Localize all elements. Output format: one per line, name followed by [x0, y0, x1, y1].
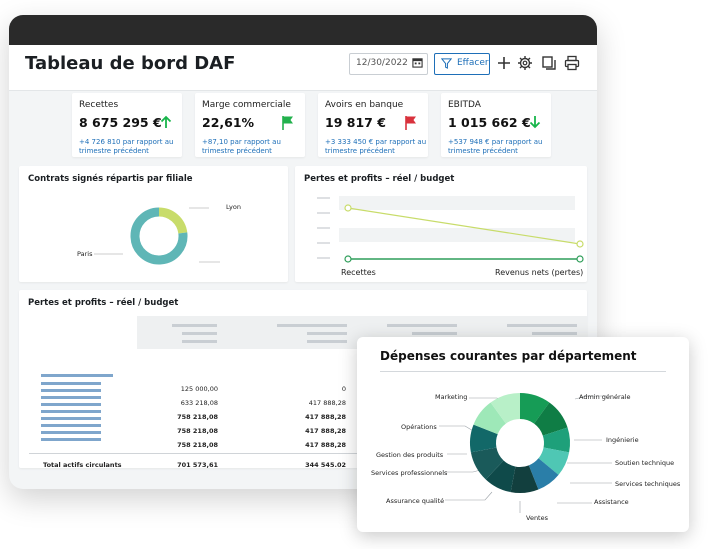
flag-icon [282, 116, 293, 130]
add-icon[interactable] [496, 55, 512, 71]
table-cell: 417 888,28 [308, 399, 346, 407]
kpi-delta: +537 948 € par rapport au trimestre préc… [448, 138, 543, 155]
dept-label-ventes: Ventes [526, 514, 548, 522]
data-point[interactable] [344, 255, 352, 263]
table-cell: 758 218,08 [177, 413, 218, 421]
kpi-card-recettes[interactable]: Recettes 8 675 295 € +4 726 810 par rapp… [72, 93, 182, 157]
date-field[interactable]: 12/30/2022 [349, 53, 428, 75]
data-point[interactable] [576, 255, 584, 263]
table-cell: 633 218,08 [180, 399, 218, 407]
flag-icon [405, 116, 416, 130]
dept-label-services-pro: Services professionnels [371, 469, 448, 477]
title-divider [380, 371, 666, 372]
kpi-value: 8 675 295 € [79, 115, 162, 130]
total-budget: 344 545.02 [305, 461, 346, 469]
total-actual: 701 573,61 [177, 461, 218, 469]
kpi-label: Avoirs en banque [325, 100, 404, 110]
donut-slice-marketing[interactable] [490, 393, 521, 425]
table-cell: 417 888,28 [305, 441, 346, 449]
table-cell: 417 888,28 [305, 413, 346, 421]
kpi-card-avoirs[interactable]: Avoirs en banque 19 817 € +3 333 450 € p… [318, 93, 428, 157]
kpi-label: Recettes [79, 100, 119, 110]
row-label-placeholders [41, 374, 113, 441]
total-label: Total actifs circulants [43, 461, 122, 469]
print-icon[interactable] [564, 55, 580, 71]
kpi-value: 22,61% [202, 115, 255, 130]
contracts-panel: Contrats signés répartis par filiale Lyo… [19, 166, 288, 282]
clear-filters-button[interactable]: Effacer [434, 53, 490, 75]
date-value: 12/30/2022 [356, 58, 408, 68]
donut-slice-ventes[interactable] [510, 465, 539, 493]
dept-expenses-title: Dépenses courantes par département [380, 349, 637, 363]
dept-label-assurance-qualite: Assurance qualité [386, 497, 445, 505]
dept-donut-chart [439, 393, 612, 513]
dept-label-gestion-produits: Gestion des produits [376, 451, 444, 459]
kpi-card-marge[interactable]: Marge commerciale 22,61% +87,10 par rapp… [195, 93, 305, 157]
copy-icon[interactable] [541, 55, 557, 71]
dept-label-ingenierie: Ingénierie [606, 436, 639, 444]
legend-label-lyon: Lyon [226, 203, 241, 211]
dashboard-window: Tableau de bord DAF 12/30/2022 Effacer [9, 15, 597, 489]
donut-slice-paris[interactable] [130, 207, 188, 265]
kpi-value: 19 817 € [325, 115, 386, 130]
contracts-title: Contrats signés répartis par filiale [28, 174, 193, 184]
dashboard-header: Tableau de bord DAF 12/30/2022 Effacer [9, 45, 597, 91]
table-cell: 758 218,08 [177, 427, 218, 435]
clear-filters-label: Effacer [457, 58, 489, 68]
calendar-icon[interactable] [412, 57, 423, 68]
table-cell: 417 888,28 [305, 427, 346, 435]
dept-label-operations: Opérations [401, 423, 437, 431]
x-label-revenus: Revenus nets (pertes) [495, 268, 584, 277]
window-titlebar [9, 15, 597, 45]
x-label-recettes: Recettes [341, 268, 376, 277]
dept-label-soutien-technique: Soutien technique [615, 459, 675, 467]
series-line-0 [347, 207, 581, 245]
dept-label-services-tech: Services techniques [615, 480, 681, 488]
column-actual: 125 000,00 633 218,08 758 218,08 758 218… [169, 382, 218, 452]
contracts-donut-chart [94, 207, 220, 265]
pl-chart-title: Pertes et profits – réel / budget [304, 174, 455, 184]
dept-label-assistance: Assistance [594, 498, 629, 506]
arrow-up-icon [160, 115, 172, 128]
donut-slice-services-professionnels[interactable] [470, 446, 505, 480]
kpi-delta: +4 726 810 par rapport au trimestre préc… [79, 138, 174, 155]
kpi-value: 1 015 662 € [448, 115, 531, 130]
kpi-label: Marge commerciale [202, 100, 291, 110]
donut-slice-assistance[interactable] [528, 457, 559, 490]
dept-expenses-card: Dépenses courantes par département Marke… [357, 337, 689, 532]
table-cell: 758 218,08 [177, 441, 218, 449]
gear-icon[interactable] [517, 55, 533, 71]
data-point[interactable] [344, 204, 352, 212]
donut-slice-soutien-technique[interactable] [542, 427, 570, 453]
kpi-delta: +87,10 par rapport au trimestre précéden… [202, 138, 281, 155]
kpi-card-ebitda[interactable]: EBITDA 1 015 662 € +537 948 € par rappor… [441, 93, 551, 157]
pl-line-chart [317, 196, 584, 263]
table-cell: 0 [341, 385, 346, 393]
filter-icon [441, 58, 452, 69]
donut-slice-op-rations[interactable] [473, 402, 507, 435]
legend-label-paris: Paris [77, 250, 93, 258]
donut-slice-lyon[interactable] [158, 207, 188, 234]
pl-chart-panel: Pertes et profits – réel / budget Recett… [295, 166, 587, 282]
total-divider [29, 453, 389, 454]
table-cell: 125 000,00 [180, 385, 218, 393]
donut-slice-assurance-qualit-[interactable] [485, 460, 517, 493]
donut-slice-ing-nierie[interactable] [533, 402, 568, 437]
kpi-delta: +3 333 450 € par rapport au trimestre pr… [325, 138, 427, 155]
donut-slice-services-techniques[interactable] [538, 446, 570, 475]
donut-slice-gestion-des-produits[interactable] [470, 424, 498, 453]
arrow-down-icon [529, 116, 541, 129]
column-budget: 0 417 888,28 417 888,28 417 888,28 417 8… [294, 382, 346, 452]
page-title: Tableau de bord DAF [25, 53, 236, 74]
pl-table-title: Pertes et profits – réel / budget [28, 298, 179, 308]
dept-label-admin: Admin générale [579, 393, 631, 401]
kpi-label: EBITDA [448, 100, 481, 110]
donut-slice-admin-g-n-rale[interactable] [519, 393, 550, 425]
data-point[interactable] [576, 240, 584, 248]
dept-label-marketing: Marketing [435, 393, 468, 401]
